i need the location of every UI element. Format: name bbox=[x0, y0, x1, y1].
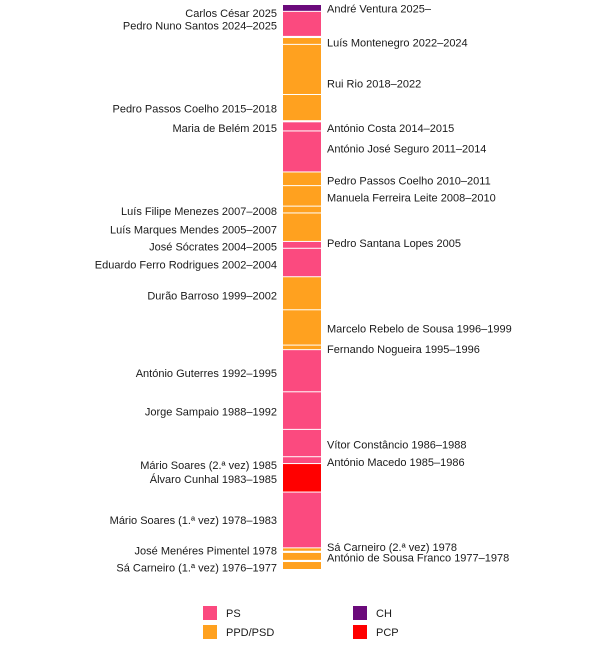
bar-segment-ps bbox=[283, 241, 321, 248]
bar-segment-ps bbox=[283, 122, 321, 131]
legend: PS CH PPD/PSD PCP bbox=[203, 606, 399, 639]
leader-label: Jorge Sampaio 1988–1992 bbox=[145, 407, 277, 419]
legend-swatch bbox=[203, 625, 217, 639]
bar-segment-ps bbox=[283, 350, 321, 392]
bar-segments bbox=[283, 5, 321, 569]
leader-label: Rui Rio 2018–2022 bbox=[327, 79, 421, 91]
bar-segment-ch bbox=[283, 5, 321, 11]
leader-label: Carlos César 2025 bbox=[185, 8, 277, 20]
bar-segment-ps bbox=[283, 392, 321, 429]
leader-label: Mário Soares (1.ª vez) 1978–1983 bbox=[110, 515, 277, 527]
leader-label: Mário Soares (2.ª vez) 1985 bbox=[140, 460, 277, 472]
leader-label: Sá Carneiro (1.ª vez) 1976–1977 bbox=[116, 563, 277, 575]
bar-segment-ppd-psd bbox=[283, 38, 321, 44]
bar-segment-ppd-psd bbox=[283, 172, 321, 186]
bar-segment-ps bbox=[283, 492, 321, 548]
leader-label: Marcelo Rebelo de Sousa 1996–1999 bbox=[327, 324, 512, 336]
bar-segment-ps bbox=[283, 248, 321, 277]
legend-label: PS bbox=[226, 608, 241, 620]
bar-segment-ppd-psd bbox=[283, 552, 321, 560]
leader-label: Durão Barroso 1999–2002 bbox=[147, 290, 277, 302]
bar-segment-ps bbox=[283, 131, 321, 172]
leader-label: António José Seguro 2011–2014 bbox=[327, 144, 486, 156]
leader-label: Vítor Constâncio 1986–1988 bbox=[327, 440, 466, 452]
leader-label: Pedro Nuno Santos 2024–2025 bbox=[123, 21, 277, 33]
bar-segment-ppd-psd bbox=[283, 44, 321, 94]
leader-label: António Macedo 1985–1986 bbox=[327, 457, 465, 469]
leader-label: Luís Marques Mendes 2005–2007 bbox=[110, 224, 277, 236]
leader-label: Eduardo Ferro Rodrigues 2002–2004 bbox=[95, 260, 277, 272]
bar-segment-ps bbox=[283, 429, 321, 457]
legend-label: CH bbox=[376, 608, 392, 620]
leader-label: Luís Montenegro 2022–2024 bbox=[327, 38, 468, 50]
leader-label: Maria de Belém 2015 bbox=[172, 123, 277, 135]
bar-segment-ppd-psd bbox=[283, 277, 321, 310]
leader-label: Álvaro Cunhal 1983–1985 bbox=[150, 473, 277, 486]
bar-segment-ppd-psd bbox=[283, 345, 321, 350]
leader-label: André Ventura 2025– bbox=[327, 3, 432, 15]
right-labels: André Ventura 2025– Luís Montenegro 2022–… bbox=[327, 3, 512, 564]
bar-segment-ps bbox=[283, 457, 321, 464]
leader-label: Manuela Ferreira Leite 2008–2010 bbox=[327, 193, 496, 205]
legend-swatch bbox=[353, 625, 367, 639]
bar-segment-ppd-psd bbox=[283, 213, 321, 241]
bar-segment-ppd-psd bbox=[283, 548, 321, 551]
leader-label: Fernando Nogueira 1995–1996 bbox=[327, 344, 480, 356]
leader-label: José Sócrates 2004–2005 bbox=[149, 241, 277, 253]
legend-swatch bbox=[353, 606, 367, 620]
leader-label: Sá Carneiro (2.ª vez) 1978 bbox=[327, 542, 457, 554]
leader-label: Pedro Santana Lopes 2005 bbox=[327, 238, 461, 250]
leader-label: José Menéres Pimentel 1978 bbox=[135, 546, 277, 558]
legend-label: PPD/PSD bbox=[226, 627, 274, 639]
bar-segment-pcp bbox=[283, 464, 321, 492]
leader-label: António Guterres 1992–1995 bbox=[136, 368, 277, 380]
bar-segment-ppd-psd bbox=[283, 562, 321, 569]
legend-swatch bbox=[203, 606, 217, 620]
bar-segment-ps bbox=[283, 11, 321, 36]
bar-segment-ppd-psd bbox=[283, 310, 321, 345]
leader-label: António de Sousa Franco 1977–1978 bbox=[327, 552, 509, 564]
bar-segment-ppd-psd bbox=[283, 94, 321, 121]
leader-label: António Costa 2014–2015 bbox=[327, 123, 454, 135]
leader-label: Luís Filipe Menezes 2007–2008 bbox=[121, 206, 277, 218]
bar-segment-ppd-psd bbox=[283, 206, 321, 213]
bar-segment-ppd-psd bbox=[283, 186, 321, 206]
leader-label: Pedro Passos Coelho 2010–2011 bbox=[327, 175, 491, 187]
legend-label: PCP bbox=[376, 627, 399, 639]
leader-label: Pedro Passos Coelho 2015–2018 bbox=[112, 104, 277, 116]
